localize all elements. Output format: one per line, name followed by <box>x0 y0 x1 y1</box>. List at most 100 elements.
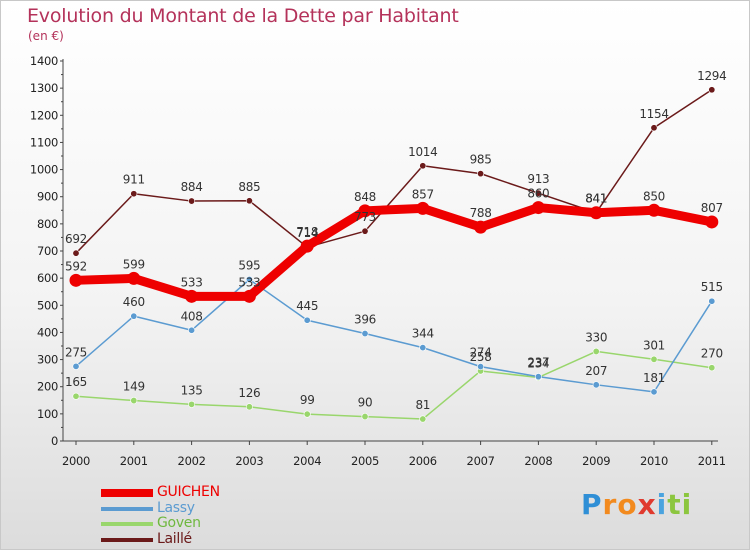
data-point-guichen <box>416 201 430 215</box>
y-tick-label: 500 <box>37 298 58 312</box>
data-point-guichen <box>705 215 719 229</box>
data-point-goven <box>592 347 600 355</box>
data-point-lassy <box>361 330 369 338</box>
data-label-laille: 692 <box>65 232 87 246</box>
data-label-lassy: 274 <box>470 346 492 360</box>
data-point-guichen <box>589 206 603 220</box>
data-label-goven: 301 <box>643 338 665 352</box>
data-label-lassy: 275 <box>65 345 87 359</box>
x-tick-label: 2009 <box>582 454 610 468</box>
y-tick-label: 700 <box>37 244 58 258</box>
legend-label: Laillé <box>157 530 192 547</box>
data-label-laille: 714 <box>296 226 318 240</box>
x-tick-label: 2008 <box>524 454 552 468</box>
data-label-guichen: 599 <box>123 257 145 271</box>
data-label-lassy: 396 <box>354 313 376 327</box>
y-tick-label: 1100 <box>30 135 58 149</box>
data-label-goven: 234 <box>527 356 549 370</box>
y-tick-label: 600 <box>37 271 58 285</box>
logo-letter: o <box>617 488 638 521</box>
data-point-goven <box>72 392 80 400</box>
legend-swatch <box>101 489 153 497</box>
data-label-goven: 90 <box>358 396 373 410</box>
data-label-goven: 126 <box>238 386 260 400</box>
data-point-laille <box>361 227 369 235</box>
data-label-laille: 1154 <box>639 107 668 121</box>
data-point-laille <box>245 197 253 205</box>
data-point-laille <box>708 86 716 94</box>
y-tick-label: 100 <box>37 407 58 421</box>
data-label-lassy: 181 <box>643 371 665 385</box>
y-tick-label: 1000 <box>30 163 58 177</box>
data-label-laille: 985 <box>470 153 492 167</box>
logo-letter: P <box>581 488 603 521</box>
data-label-goven: 135 <box>181 383 203 397</box>
data-label-laille: 1294 <box>697 69 726 83</box>
data-point-goven <box>245 403 253 411</box>
y-tick-label: 1400 <box>30 54 58 68</box>
data-label-goven: 99 <box>300 393 315 407</box>
data-label-guichen: 850 <box>643 189 665 203</box>
x-tick-label: 2006 <box>409 454 437 468</box>
data-label-guichen: 857 <box>412 187 434 201</box>
series-line-lassy <box>75 278 713 393</box>
legend-swatch <box>101 537 153 542</box>
data-label-laille: 913 <box>527 172 549 186</box>
data-point-lassy <box>130 312 138 320</box>
legend-label: Lassy <box>157 499 195 516</box>
series-line-guichen <box>71 203 717 301</box>
data-point-laille <box>130 190 138 198</box>
logo-letter: x <box>637 488 657 521</box>
data-point-laille <box>650 124 658 132</box>
data-point-guichen <box>127 271 141 285</box>
data-point-goven <box>303 410 311 418</box>
data-label-guichen: 788 <box>470 206 492 220</box>
data-label-laille: 1014 <box>408 145 437 159</box>
data-point-lassy <box>534 373 542 381</box>
data-label-lassy: 595 <box>238 259 260 273</box>
data-label-lassy: 237 <box>527 356 549 370</box>
data-label-guichen: 860 <box>527 187 549 201</box>
data-label-lassy: 460 <box>123 295 145 309</box>
y-tick-label: 300 <box>37 353 58 367</box>
x-tick-label: 2005 <box>351 454 379 468</box>
logo-letter: i <box>656 488 668 521</box>
data-point-laille <box>72 249 80 257</box>
legend-label: Goven <box>157 515 201 531</box>
x-tick-label: 2001 <box>120 454 148 468</box>
data-point-lassy <box>592 381 600 389</box>
data-point-laille <box>477 170 485 178</box>
logo-letter: r <box>602 488 618 521</box>
data-point-lassy <box>419 344 427 352</box>
data-point-laille <box>419 162 427 170</box>
data-label-laille: 841 <box>585 192 607 206</box>
data-point-goven <box>419 415 427 423</box>
x-tick-label: 2003 <box>235 454 263 468</box>
data-point-lassy <box>477 363 485 371</box>
data-label-goven: 270 <box>701 347 723 361</box>
series-line-laille <box>75 89 713 254</box>
data-point-lassy <box>708 297 716 305</box>
data-label-goven: 258 <box>470 350 492 364</box>
y-axis-unit: (en €) <box>28 29 64 43</box>
series-line-goven <box>75 350 713 420</box>
data-point-guichen <box>531 201 545 215</box>
data-point-guichen <box>358 204 372 218</box>
data-label-laille: 885 <box>238 180 260 194</box>
y-tick-label: 800 <box>37 217 58 231</box>
data-label-goven: 165 <box>65 375 87 389</box>
legend-swatch <box>101 522 153 526</box>
data-label-guichen: 807 <box>701 201 723 215</box>
data-point-guichen <box>647 203 661 217</box>
data-point-goven <box>130 397 138 405</box>
data-label-lassy: 207 <box>585 364 607 378</box>
data-label-laille: 884 <box>181 180 203 194</box>
x-tick-label: 2002 <box>178 454 206 468</box>
data-point-laille <box>534 189 542 197</box>
data-point-goven <box>650 355 658 363</box>
data-point-guichen <box>474 220 488 234</box>
data-point-guichen <box>69 273 83 287</box>
logo-letter: t <box>667 488 682 521</box>
